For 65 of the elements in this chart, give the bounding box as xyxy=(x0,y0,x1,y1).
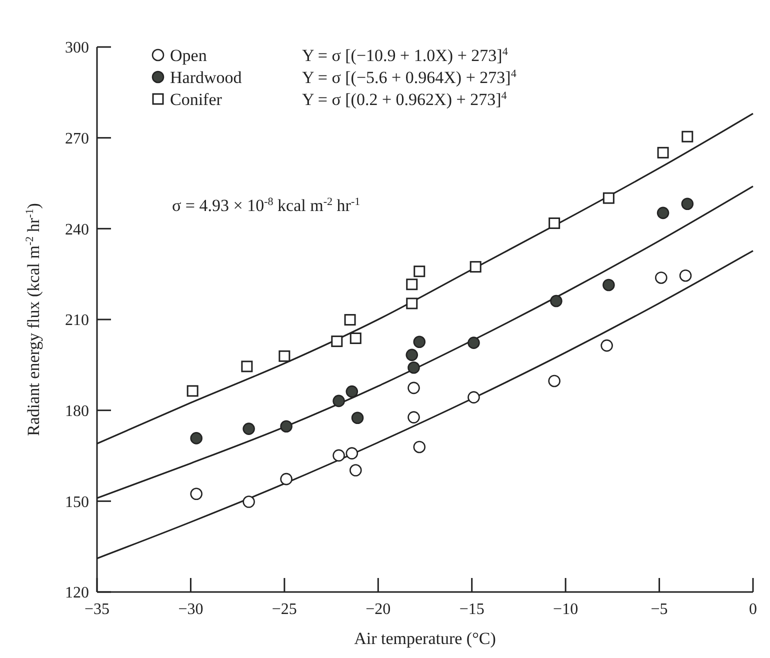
point xyxy=(346,447,358,460)
annotation: Y = σ [(−5.6 + 0.964X) + 273]$^{4}$ xyxy=(302,68,517,87)
legend-label: Hardwood xyxy=(170,68,242,87)
x-tick-label: −5 xyxy=(650,601,668,618)
annotation: σ = 4.93 × 10$^{-8}$ kcal m$^{-2}$ hr$^{-1}$ xyxy=(172,196,360,215)
x-tick-label: −30 xyxy=(178,601,204,618)
y-tick-label: 270 xyxy=(65,130,89,148)
point xyxy=(186,385,198,397)
point xyxy=(190,488,202,500)
point xyxy=(350,332,362,344)
point xyxy=(600,339,613,352)
y-tick-label: 180 xyxy=(65,402,89,420)
point xyxy=(331,336,343,348)
y-tick-label: 240 xyxy=(65,221,89,238)
point xyxy=(657,146,669,158)
point xyxy=(413,440,426,454)
annotation: Y = σ [(−10.9 + 1.0X) + 273]$^{4}$ xyxy=(302,46,508,65)
y-tick-label: 300 xyxy=(65,40,89,57)
point xyxy=(350,464,362,476)
point xyxy=(408,382,420,394)
point xyxy=(278,350,290,362)
point xyxy=(679,269,692,282)
point xyxy=(470,261,482,273)
x-tick-label: −20 xyxy=(366,601,391,618)
point xyxy=(406,298,418,310)
x-axis-title: Air temperature (°C) xyxy=(354,629,496,648)
point xyxy=(548,374,560,388)
y-tick-label: 150 xyxy=(65,494,89,511)
legend-label: Conifer xyxy=(170,90,222,109)
x-tick-label: −10 xyxy=(553,601,578,618)
point xyxy=(280,420,292,433)
point xyxy=(406,348,418,362)
point xyxy=(280,472,292,486)
x-tick-label: 0 xyxy=(749,601,757,618)
point xyxy=(346,385,358,398)
point xyxy=(351,412,364,424)
point xyxy=(468,336,480,349)
point xyxy=(682,130,694,142)
x-tick-label: −15 xyxy=(459,601,484,618)
point xyxy=(602,278,615,292)
legend-label: Open xyxy=(170,46,208,65)
x-tick-label: −35 xyxy=(84,601,110,618)
point xyxy=(468,391,480,404)
point xyxy=(655,272,668,284)
point xyxy=(242,422,255,435)
point xyxy=(550,294,562,308)
annotation: Y = σ [(0.2 + 0.962X) + 273]$^{4}$ xyxy=(302,90,508,109)
point xyxy=(656,206,670,220)
point xyxy=(408,361,420,374)
point xyxy=(190,432,202,444)
point xyxy=(681,198,694,210)
point xyxy=(242,496,255,508)
point xyxy=(332,449,345,462)
point xyxy=(332,394,345,408)
point xyxy=(548,217,560,229)
point xyxy=(602,192,614,204)
point xyxy=(241,360,253,372)
point xyxy=(413,336,426,348)
x-tick-label: −25 xyxy=(272,601,297,618)
point xyxy=(406,278,418,290)
point xyxy=(414,266,426,278)
point xyxy=(408,411,420,424)
y-tick-label: 210 xyxy=(65,312,89,330)
y-tick-label: 120 xyxy=(65,584,89,602)
point xyxy=(344,314,356,326)
